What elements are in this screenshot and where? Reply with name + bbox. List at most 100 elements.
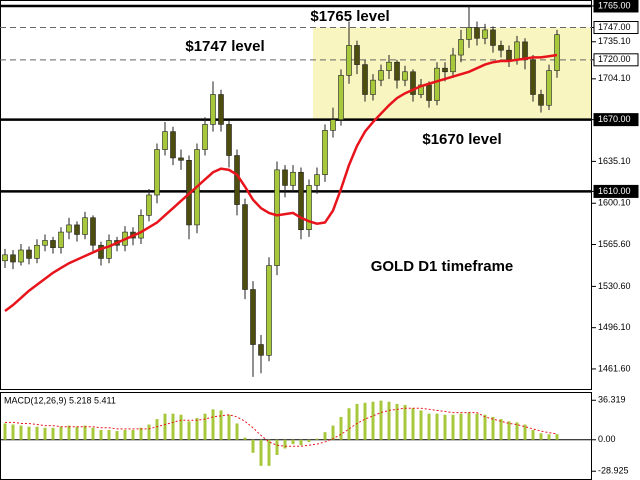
price-panel bbox=[0, 0, 592, 390]
macd-bar bbox=[171, 413, 175, 440]
macd-bar bbox=[299, 439, 303, 446]
y-tick-label: 1735.10 bbox=[598, 36, 631, 46]
macd-bar bbox=[43, 427, 47, 440]
macd-bar bbox=[219, 410, 223, 440]
candle-body bbox=[34, 244, 40, 259]
tick-label-bg bbox=[593, 0, 639, 13]
candle-body bbox=[506, 49, 512, 61]
candle-body bbox=[218, 94, 224, 125]
macd-bar bbox=[419, 410, 423, 440]
y-tick-label: 1496.10 bbox=[598, 322, 631, 332]
macd-bar bbox=[483, 414, 487, 440]
macd-signal bbox=[5, 407, 558, 447]
candle-body bbox=[42, 240, 48, 246]
tick-label-bg bbox=[593, 113, 639, 127]
candle-body bbox=[370, 79, 376, 95]
candle-body bbox=[154, 149, 160, 196]
macd-bar bbox=[323, 432, 327, 440]
candle-body bbox=[450, 54, 456, 73]
candle-body bbox=[26, 249, 32, 259]
macd-bar bbox=[59, 426, 63, 440]
macd-bar bbox=[411, 408, 415, 440]
macd-bar bbox=[27, 426, 31, 440]
macd-bar bbox=[75, 426, 79, 440]
macd-bar bbox=[515, 422, 519, 440]
candle-body bbox=[402, 71, 408, 81]
candle-body bbox=[482, 29, 488, 39]
macd-bar bbox=[91, 427, 95, 440]
annotation: $1765 level bbox=[310, 8, 389, 25]
macd-bar bbox=[459, 413, 463, 440]
candle-body bbox=[498, 45, 504, 51]
y-tick-label: 1461.60 bbox=[598, 363, 631, 373]
macd-bar bbox=[139, 427, 143, 440]
macd-bar bbox=[99, 429, 103, 440]
y-tick-label: 1704.10 bbox=[598, 73, 631, 83]
macd-bar bbox=[107, 429, 111, 440]
macd-bar bbox=[3, 423, 7, 440]
candle-body bbox=[394, 61, 400, 81]
macd-bar bbox=[539, 433, 543, 440]
macd-bar bbox=[331, 425, 335, 440]
candle-body bbox=[138, 215, 144, 239]
macd-bar bbox=[283, 439, 287, 449]
macd-bar bbox=[115, 431, 119, 440]
macd-bar bbox=[35, 426, 39, 440]
macd-bar bbox=[243, 437, 247, 440]
macd-bar bbox=[467, 412, 471, 440]
candle-body bbox=[298, 171, 304, 230]
y-tick-label: 1765.00 bbox=[598, 0, 631, 10]
macd-bar bbox=[475, 413, 479, 440]
candle-body bbox=[378, 70, 384, 81]
macd-bar bbox=[315, 438, 319, 440]
macd-bar bbox=[195, 418, 199, 440]
candle-body bbox=[202, 124, 208, 150]
y-tick-label: 1610.00 bbox=[598, 186, 631, 196]
candle-body bbox=[434, 67, 440, 101]
macd-bar bbox=[443, 414, 447, 440]
annotation: GOLD D1 timeframe bbox=[371, 258, 514, 275]
macd-bar bbox=[507, 421, 511, 440]
candle-body bbox=[442, 67, 448, 73]
macd-bar bbox=[275, 439, 279, 455]
macd-bar bbox=[395, 403, 399, 440]
candle-body bbox=[386, 61, 392, 71]
candle-body bbox=[306, 185, 312, 230]
candle-body bbox=[58, 231, 64, 248]
macd-bar bbox=[355, 403, 359, 440]
candle-body bbox=[66, 224, 72, 233]
macd-bar bbox=[227, 414, 231, 440]
macd-bar bbox=[491, 416, 495, 440]
candle-body bbox=[146, 194, 152, 216]
macd-bar bbox=[123, 429, 127, 440]
candle-body bbox=[290, 171, 296, 186]
candle-body bbox=[514, 41, 520, 61]
macd-bar bbox=[211, 409, 215, 440]
candle-body bbox=[250, 289, 256, 345]
candle-body bbox=[330, 119, 336, 131]
y2-tick-label: 0.00 bbox=[598, 434, 616, 444]
candle-body bbox=[314, 174, 320, 186]
macd-bar bbox=[259, 439, 263, 466]
macd-panel bbox=[0, 392, 592, 480]
y-tick-label: 1565.60 bbox=[598, 239, 631, 249]
candle-body bbox=[274, 169, 280, 266]
candle-body bbox=[266, 265, 272, 356]
macd-bar bbox=[251, 439, 255, 453]
macd-bar bbox=[51, 427, 55, 440]
macd-bar bbox=[451, 414, 455, 440]
macd-bar bbox=[11, 424, 15, 440]
candle-body bbox=[178, 157, 184, 161]
macd-bar bbox=[131, 429, 135, 440]
candle-body bbox=[10, 254, 16, 263]
macd-bar bbox=[371, 401, 375, 440]
candle-body bbox=[322, 130, 328, 175]
tick-label-bg bbox=[593, 21, 639, 35]
candle-body bbox=[346, 45, 352, 76]
macd-bar bbox=[523, 424, 527, 440]
candle-body bbox=[106, 240, 112, 259]
y2-tick-label: 36.319 bbox=[598, 395, 626, 405]
macd-bar bbox=[547, 434, 551, 440]
candle-body bbox=[530, 59, 536, 95]
